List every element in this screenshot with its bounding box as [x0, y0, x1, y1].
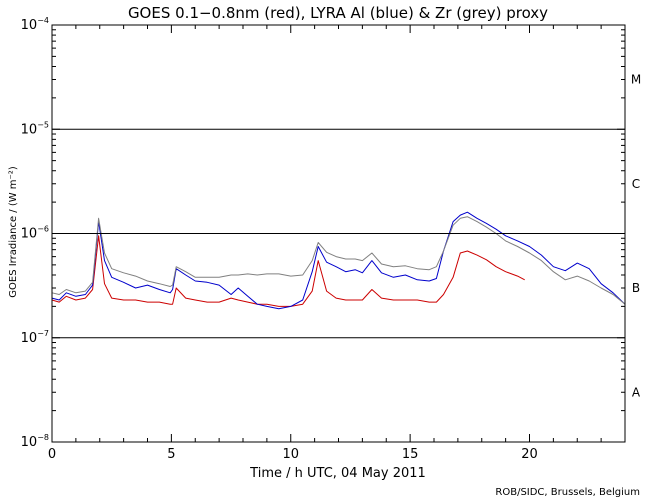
x-tick-label: 15 — [402, 447, 419, 462]
flare-class-label-B: B — [632, 281, 640, 295]
flare-class-labels: A B C M — [631, 73, 641, 400]
y-tick-label: 10−5 — [21, 120, 49, 137]
series-line-0 — [51, 235, 525, 307]
x-tick-label: 20 — [521, 447, 538, 462]
x-tick-label: 0 — [48, 447, 56, 462]
y-tick-label: 10−8 — [21, 433, 49, 450]
x-axis-ticks: 0 5 10 15 20 — [48, 25, 626, 462]
flare-class-label-M: M — [631, 73, 641, 87]
y-tick-label: 10−4 — [21, 16, 49, 33]
y-tick-label: 10−7 — [21, 329, 49, 346]
x-tick-label: 10 — [282, 447, 299, 462]
series-line-1 — [51, 211, 626, 310]
y-axis-label: GOES Irradiance / (W m⁻²) — [8, 166, 19, 298]
data-series-layer — [51, 211, 626, 310]
x-tick-label: 5 — [167, 447, 175, 462]
flare-class-label-A: A — [632, 385, 641, 399]
flare-class-label-C: C — [632, 177, 640, 191]
chart-title: GOES 0.1−0.8nm (red), LYRA Al (blue) & Z… — [128, 4, 548, 22]
x-axis-label: Time / h UTC, 04 May 2011 — [249, 466, 426, 481]
credit-text: ROB/SIDC, Brussels, Belgium — [495, 487, 640, 498]
y-tick-label: 10−6 — [21, 225, 49, 242]
flare-class-lines — [52, 128, 625, 339]
series-line-2 — [51, 216, 626, 305]
y-axis-ticks: 10−8 10−7 10−6 10−5 10−4 — [21, 16, 625, 450]
